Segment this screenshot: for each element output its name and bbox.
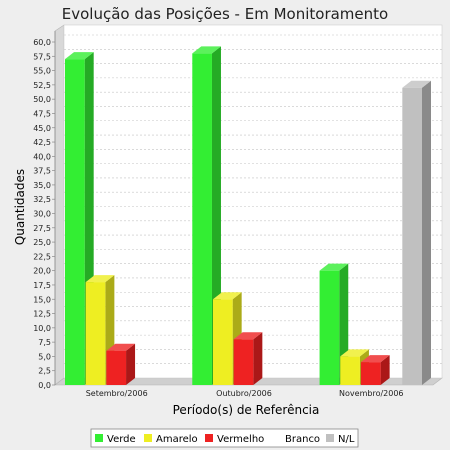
y-tick-label: 2,5 bbox=[38, 367, 51, 376]
bar-vermelho-1 bbox=[233, 332, 263, 385]
y-tick-label: 35,0 bbox=[33, 181, 51, 190]
y-tick-label: 37,5 bbox=[33, 167, 51, 176]
y-tick-label: 22,5 bbox=[33, 252, 51, 261]
legend-swatch bbox=[205, 434, 213, 442]
bar-top bbox=[65, 52, 94, 60]
bar-top bbox=[85, 275, 115, 283]
bar-side bbox=[126, 343, 136, 385]
bar-side bbox=[422, 80, 431, 385]
bar-top bbox=[233, 332, 263, 340]
bar-front bbox=[192, 53, 212, 385]
bar-top bbox=[402, 80, 431, 88]
y-tick-label: 40,0 bbox=[33, 152, 51, 161]
y-tick-label: 17,5 bbox=[33, 281, 51, 290]
legend-swatch bbox=[95, 434, 103, 442]
y-tick-label: 57,5 bbox=[33, 52, 51, 61]
legend-swatch bbox=[273, 434, 281, 442]
y-tick-label: 55,0 bbox=[33, 67, 51, 76]
bar-verde-1 bbox=[192, 46, 221, 385]
legend: Verde Amarelo Vermelho Branco N/L bbox=[90, 428, 359, 448]
bar-front bbox=[106, 350, 127, 385]
bar-n-l-2 bbox=[402, 80, 431, 385]
bar-front bbox=[319, 270, 340, 385]
y-axis-ticks: 0,0 2,5 5,0 7,5 10,0 12,5 15,0 17,5 20,0 22,5 25,0… bbox=[33, 38, 55, 390]
legend-item-branco: Branco bbox=[273, 434, 320, 445]
y-tick-label: 25,0 bbox=[33, 238, 51, 247]
x-tick-label: Setembro/2006 bbox=[86, 389, 148, 398]
bar-top bbox=[319, 263, 349, 271]
legend-item-vermelho: Vermelho bbox=[205, 434, 264, 445]
legend-swatch bbox=[326, 434, 334, 442]
chart-title: Evolução das Posições - Em Monitoramento bbox=[62, 5, 388, 23]
y-tick-label: 5,0 bbox=[38, 352, 51, 361]
x-tick-label: Novembro/2006 bbox=[339, 389, 403, 398]
bar-front bbox=[212, 299, 233, 385]
x-axis-title: Período(s) de Referência bbox=[173, 403, 320, 417]
y-tick-label: 20,0 bbox=[33, 267, 51, 276]
legend-label: Vermelho bbox=[217, 434, 264, 445]
y-tick-label: 10,0 bbox=[33, 324, 51, 333]
y-tick-label: 50,0 bbox=[33, 95, 51, 104]
bars bbox=[65, 46, 431, 386]
bar-front bbox=[233, 339, 254, 385]
y-tick-label: 32,5 bbox=[33, 195, 51, 204]
bar-side bbox=[253, 332, 263, 385]
bar-top bbox=[340, 349, 369, 357]
bar-front bbox=[360, 362, 381, 385]
bar-top bbox=[212, 292, 242, 300]
legend-item-verde: Verde bbox=[95, 434, 136, 445]
bar-side bbox=[380, 355, 390, 385]
y-tick-label: 42,5 bbox=[33, 138, 51, 147]
y-tick-label: 47,5 bbox=[33, 109, 51, 118]
y-tick-label: 45,0 bbox=[33, 124, 51, 133]
legend-item-n-l: N/L bbox=[326, 434, 355, 445]
y-axis-title: Quantidades bbox=[13, 169, 27, 245]
legend-label: Branco bbox=[285, 434, 320, 445]
x-axis-ticks: Setembro/2006 Outubro/2006 Novembro/2006 bbox=[86, 389, 404, 398]
y-tick-label: 0,0 bbox=[38, 381, 51, 390]
bar-vermelho-2 bbox=[360, 355, 390, 385]
y-tick-label: 12,5 bbox=[33, 310, 51, 319]
x-tick-label: Outubro/2006 bbox=[216, 389, 272, 398]
y-tick-label: 30,0 bbox=[33, 210, 51, 219]
legend-swatch bbox=[144, 434, 152, 442]
y-tick-label: 15,0 bbox=[33, 295, 51, 304]
y-tick-label: 52,5 bbox=[33, 81, 51, 90]
legend-label: Verde bbox=[107, 434, 136, 445]
plot-side-wall bbox=[54, 24, 65, 386]
bar-top bbox=[106, 343, 136, 351]
bar-top bbox=[192, 46, 221, 54]
y-tick-label: 7,5 bbox=[38, 338, 51, 347]
bar-front bbox=[85, 282, 106, 385]
legend-label: N/L bbox=[338, 434, 355, 445]
bar-front bbox=[402, 87, 422, 385]
legend-item-amarelo: Amarelo bbox=[144, 434, 198, 445]
y-tick-label: 27,5 bbox=[33, 224, 51, 233]
bar-front bbox=[65, 59, 85, 386]
bar-vermelho-0 bbox=[106, 343, 136, 385]
bar-top bbox=[360, 355, 390, 363]
legend-label: Amarelo bbox=[156, 434, 198, 445]
y-tick-label: 60,0 bbox=[33, 38, 51, 47]
plot-area bbox=[63, 24, 443, 379]
bar-front bbox=[340, 356, 360, 385]
legend-box bbox=[90, 428, 359, 448]
